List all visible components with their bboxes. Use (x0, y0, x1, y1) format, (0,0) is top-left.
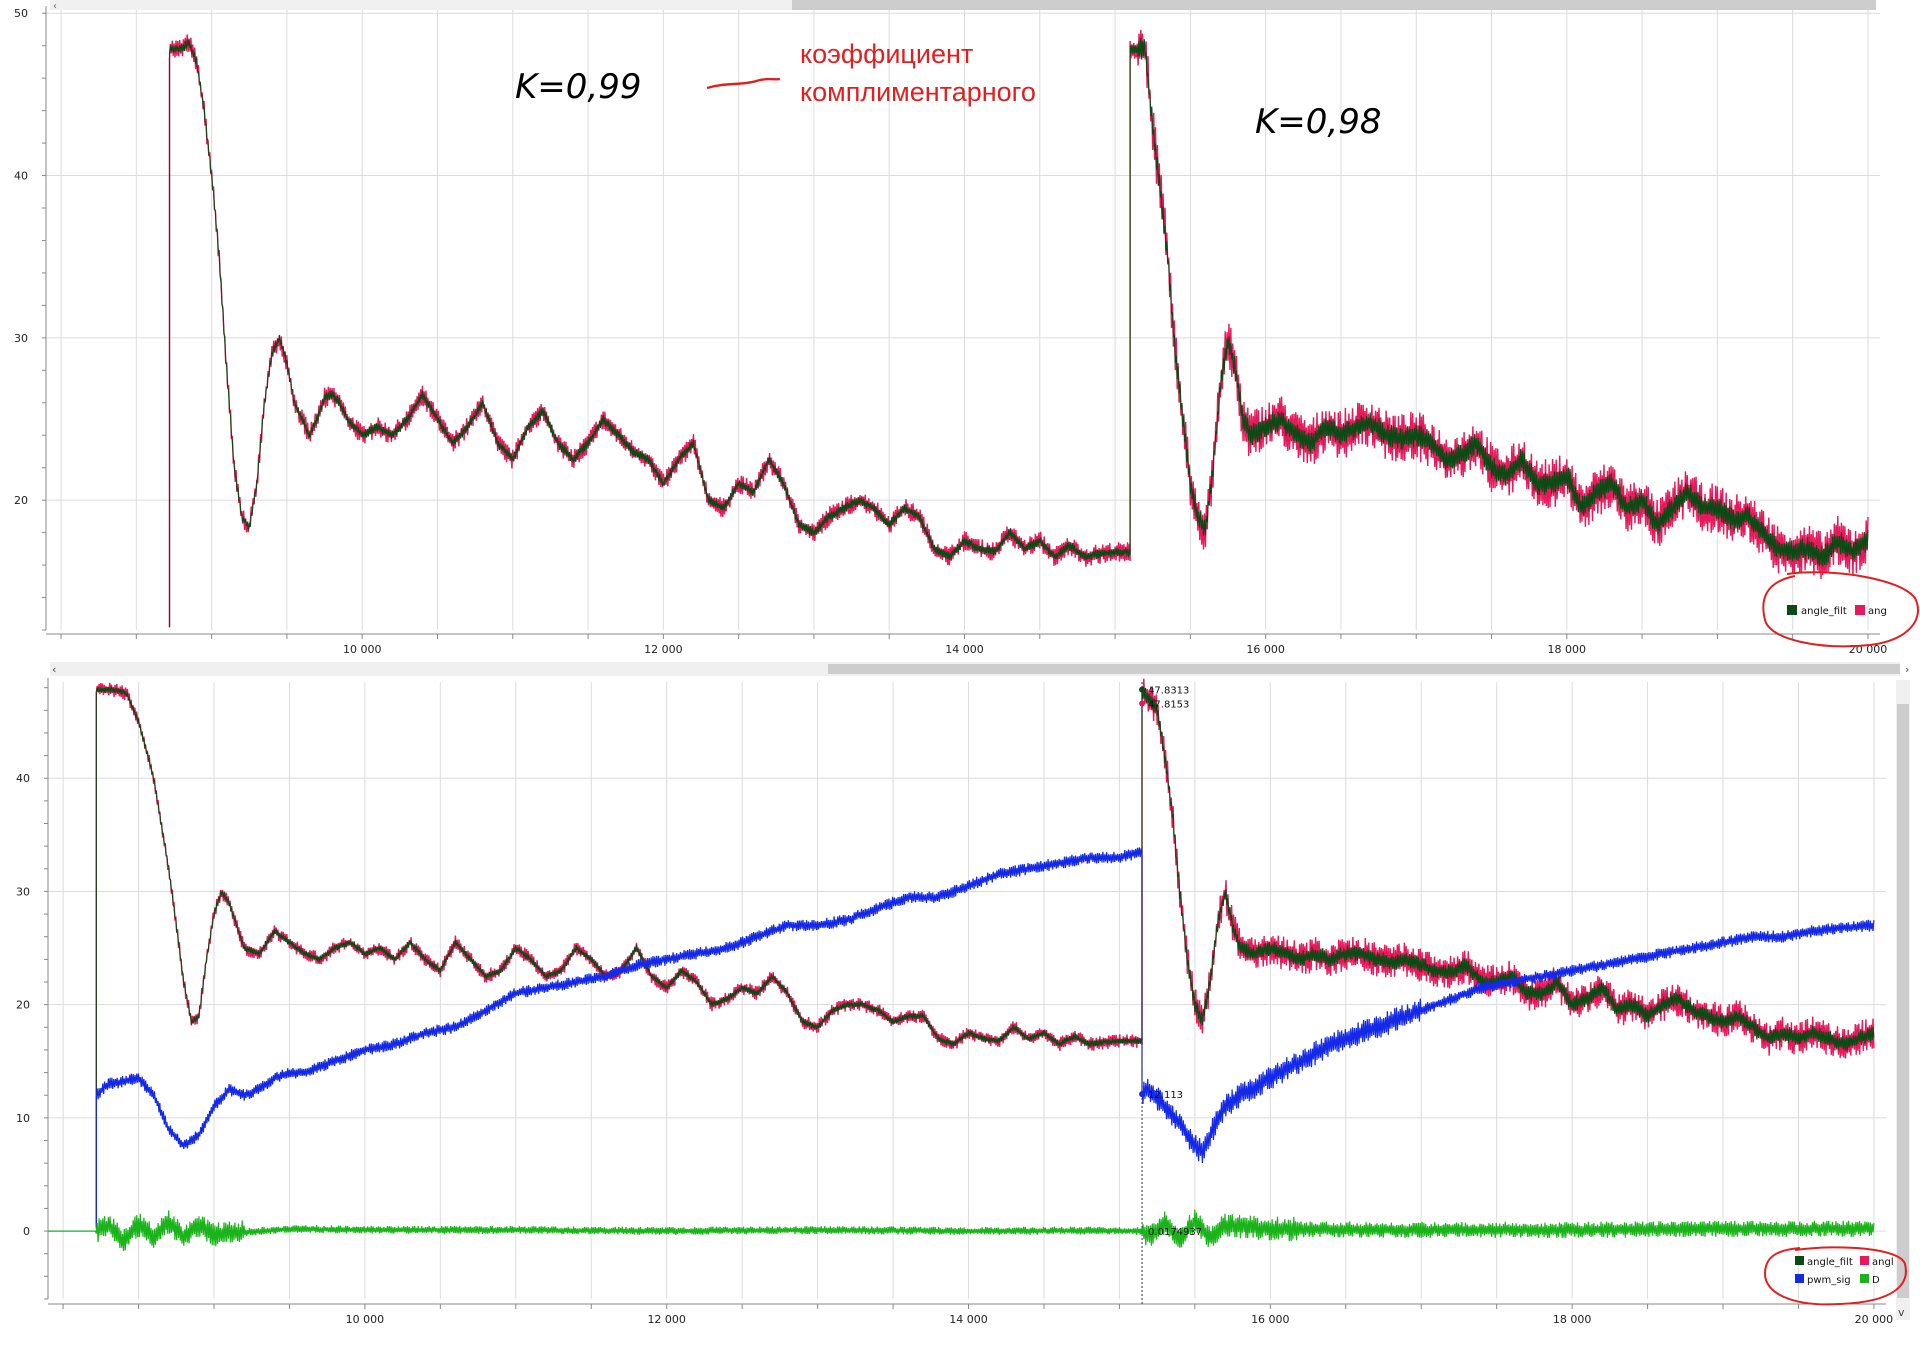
cursor-marker (1139, 700, 1146, 707)
chart-panel-top: ‹ 20 30 40 50 10 000 12 000 14 000 16 000 18 000… (0, 0, 1920, 660)
x-tick-label: 10 000 (343, 643, 382, 656)
annotation-k-098: K=0,98 (1255, 102, 1382, 142)
legend-swatch-angle-filt (1787, 605, 1797, 615)
y-tick-label: 30 (16, 885, 30, 898)
y-tick-label: 30 (14, 332, 28, 345)
series-line-angle-filt (95, 686, 1875, 1229)
scrollbar-bottom[interactable]: ‹ › (50, 662, 1909, 676)
legend-swatch-d (1860, 1274, 1869, 1283)
legend-highlight-circle (1762, 571, 1919, 648)
cursor-readout: 12.113 (1148, 1090, 1183, 1101)
legend-swatch-angle-filt (1795, 1256, 1804, 1265)
y-tick-label: 40 (16, 772, 30, 785)
legend-label-angle-filt: angle_filt (1807, 1257, 1853, 1268)
chart-bottom: ‹ › v 0 10 20 30 40 10 000 12 000 14 000 16 000 1… (16, 662, 1910, 1326)
legend-swatch-angl (1860, 1256, 1869, 1265)
series-line-angle-raw (168, 29, 1869, 628)
x-tick-label: 16 000 (1246, 643, 1285, 656)
legend-highlight-circle (1763, 1246, 1907, 1306)
x-tick-label: 18 000 (1548, 643, 1587, 656)
legend-swatch-ang (1855, 605, 1865, 615)
x-tick-label: 12 000 (644, 643, 683, 656)
series-line-d (48, 1209, 1875, 1252)
cursor-marker (1139, 1228, 1146, 1235)
cursor-readout: 47.8153 (1148, 700, 1189, 711)
scrollbar-top[interactable]: ‹ (50, 0, 1876, 12)
y-tick-label: 20 (14, 494, 28, 507)
y-tick-label: 20 (16, 999, 30, 1012)
scrollbar-thumb[interactable] (792, 0, 1876, 10)
legend-top: angle_filt ang (1762, 571, 1919, 648)
annotation-red-line-sample (706, 77, 781, 90)
scrollbar-thumb[interactable] (828, 664, 1900, 674)
cursor-marker (1139, 686, 1146, 693)
x-tick-label: 16 000 (1251, 1313, 1290, 1326)
legend-label-ang: ang (1868, 606, 1887, 617)
series-line-pwm-sig (95, 847, 1875, 1227)
x-tick-label: 20 000 (1855, 1313, 1894, 1326)
annotation-complementary: комплиментарного (800, 77, 1036, 107)
svg-text:v: v (1898, 1306, 1905, 1319)
y-tick-label: 40 (14, 170, 28, 183)
chart-panel-bottom: ‹ › v 0 10 20 30 40 10 000 12 000 14 000 16 000 1… (0, 662, 1920, 1362)
svg-text:‹: ‹ (53, 1, 57, 12)
cursor[interactable]: 47.8313 47.8153 12.113 0.0174937 (1139, 682, 1202, 1304)
y-tick-label: 10 (16, 1112, 30, 1125)
svg-text:‹: ‹ (52, 663, 56, 676)
legend-bottom: angle_filt angl pwm_sig D (1763, 1246, 1907, 1306)
annotation-coefficient: коэффициент (800, 39, 973, 69)
y-tick-label: 0 (23, 1225, 30, 1238)
chart-top: ‹ 20 30 40 50 10 000 12 000 14 000 16 000 18 000… (14, 0, 1919, 656)
cursor-readout: 47.8313 (1148, 686, 1189, 697)
cursor-readout: 0.0174937 (1148, 1227, 1202, 1238)
series-line-angle-filt (168, 37, 1869, 628)
legend-label-angl: angl (1872, 1257, 1894, 1268)
x-tick-label: 10 000 (346, 1313, 385, 1326)
legend-label-d: D (1872, 1275, 1880, 1286)
x-tick-label: 14 000 (949, 1313, 988, 1326)
annotation-k-099: K=0,99 (515, 67, 642, 107)
legend-label-angle-filt: angle_filt (1801, 606, 1847, 617)
x-tick-label: 14 000 (945, 643, 984, 656)
scrollbar-vertical[interactable]: v (1896, 680, 1910, 1320)
legend-swatch-pwm-sig (1795, 1274, 1804, 1283)
y-tick-label: 50 (14, 7, 28, 20)
cursor-marker (1139, 1091, 1146, 1098)
svg-text:›: › (1905, 663, 1909, 676)
x-tick-label: 12 000 (647, 1313, 686, 1326)
legend-label-pwm-sig: pwm_sig (1807, 1275, 1851, 1286)
x-tick-label: 18 000 (1553, 1313, 1592, 1326)
